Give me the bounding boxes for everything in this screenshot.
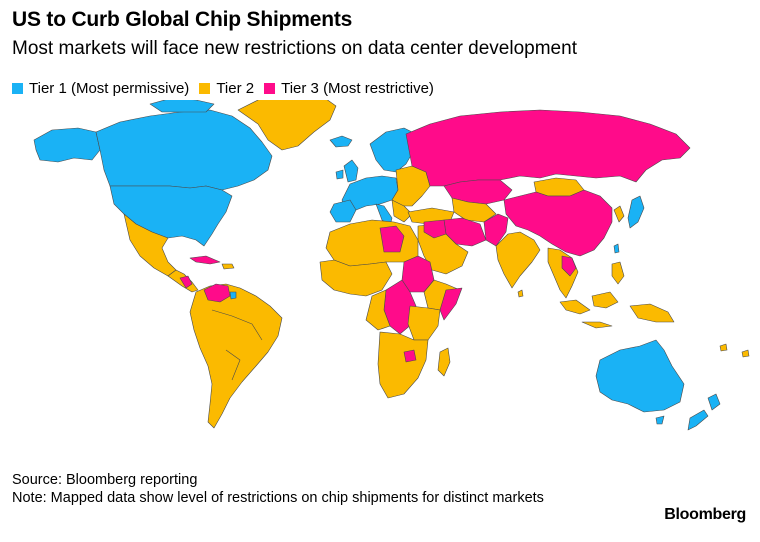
country-drc [365, 289, 391, 331]
country-cuba [189, 255, 221, 265]
country-tasmania [655, 415, 665, 425]
legend-swatch-tier2 [199, 83, 211, 94]
country-canada-arctic [149, 100, 215, 113]
country-iraq-syria [423, 219, 447, 239]
data-note: Note: Mapped data show level of restrict… [12, 490, 544, 506]
country-madagascar [437, 347, 451, 377]
country-indonesia-2 [591, 291, 619, 309]
country-philippines [611, 261, 625, 285]
country-afghanistan-pakistan [483, 213, 509, 247]
legend-label-tier3: Tier 3 (Most restrictive) [281, 80, 434, 97]
country-venezuela [203, 283, 231, 303]
country-nicaragua [179, 275, 193, 289]
country-pacific-islands [719, 343, 728, 352]
country-libya [379, 225, 405, 253]
country-china [503, 189, 613, 257]
country-new-zealand-north [707, 393, 721, 411]
country-east-africa [407, 305, 441, 341]
legend-swatch-tier3 [264, 83, 276, 94]
legend-item-tier1: Tier 1 (Most permissive) [12, 80, 189, 97]
legend: Tier 1 (Most permissive) Tier 2 Tier 3 (… [12, 80, 444, 97]
legend-swatch-tier1 [12, 83, 23, 94]
country-greenland [237, 100, 337, 151]
country-scandinavia [369, 127, 417, 173]
country-southern-africa [377, 331, 429, 399]
country-alaska [33, 127, 101, 163]
country-fiji [741, 349, 750, 358]
country-japan [627, 195, 645, 229]
country-taiwan [613, 243, 620, 254]
country-south-america [189, 283, 283, 429]
country-iberia [329, 199, 357, 223]
country-sri-lanka [517, 289, 524, 298]
legend-item-tier2: Tier 2 [199, 80, 254, 97]
country-russia [405, 109, 691, 187]
country-guyana [229, 291, 237, 300]
country-central-asia [451, 197, 497, 223]
country-new-zealand-south [687, 409, 709, 431]
country-zimbabwe [403, 349, 417, 363]
country-ireland [335, 169, 344, 180]
country-eastern-europe [391, 165, 431, 207]
brand-logo: Bloomberg [664, 506, 746, 523]
country-iceland [329, 135, 353, 148]
source-note: Source: Bloomberg reporting [12, 472, 198, 488]
country-brazil-border [211, 309, 263, 381]
country-somalia [439, 287, 463, 321]
country-india [495, 231, 541, 289]
country-australia [595, 339, 685, 413]
country-indonesia-3 [581, 321, 613, 329]
country-west-africa [319, 259, 393, 297]
country-north-africa [325, 219, 419, 267]
legend-label-tier1: Tier 1 (Most permissive) [29, 80, 190, 97]
country-balkans [391, 199, 413, 223]
legend-label-tier2: Tier 2 [216, 80, 255, 97]
country-usa [109, 185, 233, 247]
country-mexico [123, 213, 177, 277]
chart-subtitle: Most markets will face new restrictions … [12, 38, 577, 59]
country-canada [95, 109, 273, 191]
legend-item-tier3: Tier 3 (Most restrictive) [264, 80, 434, 97]
country-korea [613, 205, 625, 223]
country-myanmar-cambodia [561, 255, 577, 277]
country-caribbean [221, 263, 235, 270]
world-map [33, 100, 750, 431]
country-indonesia-1 [559, 299, 591, 315]
country-southeast-asia [547, 247, 579, 299]
country-uk [343, 159, 359, 183]
footer-notes: Source: Bloomberg reporting Note: Mapped… [12, 471, 612, 507]
country-new-guinea [629, 303, 675, 323]
chart-title: US to Curb Global Chip Shipments [12, 8, 353, 31]
